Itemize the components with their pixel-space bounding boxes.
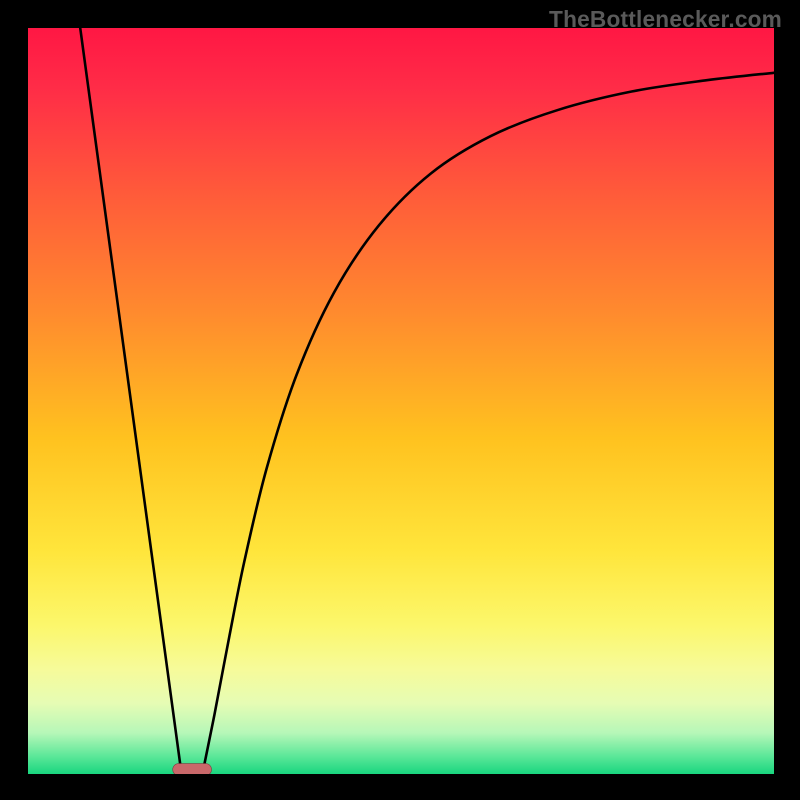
chart-frame: TheBottlenecker.com xyxy=(0,0,800,800)
trough-marker xyxy=(173,764,212,774)
left-line xyxy=(80,28,181,770)
curve-layer xyxy=(28,28,774,774)
right-curve xyxy=(203,73,774,770)
plot xyxy=(28,28,774,774)
plot-area xyxy=(28,28,774,774)
